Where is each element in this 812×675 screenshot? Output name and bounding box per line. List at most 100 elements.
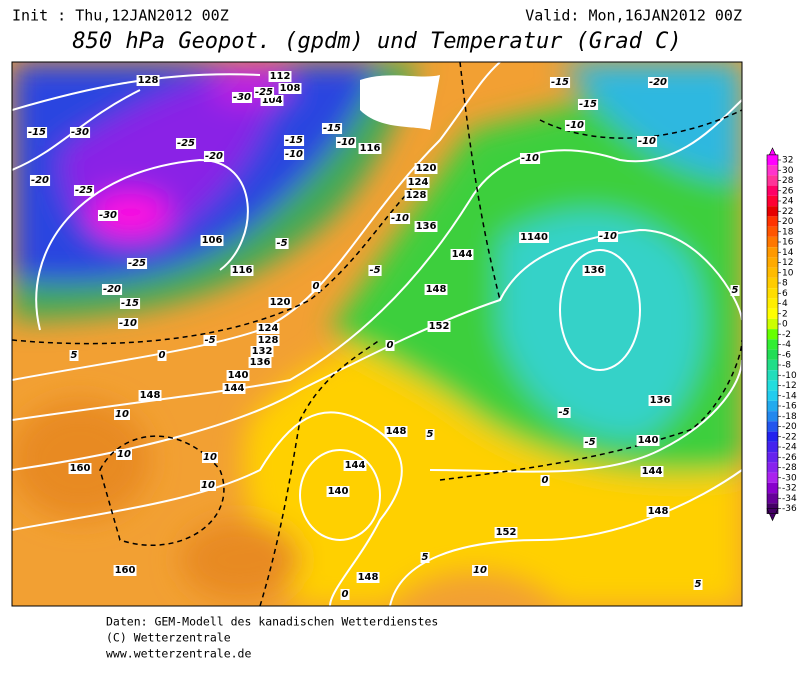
colorbar-label: -24 bbox=[782, 443, 797, 453]
label-background bbox=[200, 235, 224, 246]
colorbar-swatch bbox=[767, 359, 778, 371]
colorbar-swatch bbox=[767, 482, 778, 494]
colorbar-swatch bbox=[767, 175, 778, 186]
cyan-zone bbox=[500, 212, 704, 440]
temperature-label: 0 bbox=[542, 475, 549, 486]
geopotential-label: 116 bbox=[360, 143, 381, 154]
label-background bbox=[404, 190, 428, 201]
geopotential-label: 144 bbox=[345, 460, 366, 471]
colorbar-label: 26 bbox=[782, 186, 794, 196]
init-time: Init : Thu,12JAN2012 00Z bbox=[12, 7, 229, 25]
colorbar-label: 12 bbox=[782, 258, 793, 268]
temperature-label: -30 bbox=[99, 210, 117, 221]
colorbar-label: 18 bbox=[782, 227, 794, 237]
temperature-label: -10 bbox=[285, 149, 303, 160]
label-background bbox=[356, 572, 380, 583]
colorbar: 32302826242220181614121086420-2-4-6-8-10… bbox=[766, 147, 797, 522]
geopotential-label: 124 bbox=[408, 177, 429, 188]
label-background bbox=[126, 258, 148, 269]
yellow-zone bbox=[243, 330, 742, 606]
missing-data-area bbox=[360, 75, 440, 130]
colorbar-swatch bbox=[767, 267, 778, 278]
colorbar-label: -28 bbox=[782, 463, 797, 473]
geopotential-label: 140 bbox=[228, 370, 249, 381]
colorbar-label: 24 bbox=[782, 197, 794, 207]
colorbar-label: 0 bbox=[782, 320, 788, 330]
temperature-label: -15 bbox=[28, 127, 46, 138]
temperature-label: 5 bbox=[71, 350, 78, 361]
label-background bbox=[175, 138, 197, 149]
colorbar-swatch bbox=[767, 380, 778, 391]
map-labels: 128 1121081041161201241281361061161201241… bbox=[26, 71, 740, 600]
label-background bbox=[202, 452, 218, 463]
colorbar-label: -10 bbox=[782, 371, 797, 381]
label-background bbox=[117, 318, 139, 329]
label-background bbox=[138, 390, 162, 401]
temperature-label: -25 bbox=[177, 138, 195, 149]
magenta-core bbox=[90, 193, 170, 237]
geopotential-label: 106 bbox=[202, 235, 223, 246]
colorbar-swatch bbox=[767, 257, 778, 268]
label-background bbox=[230, 265, 254, 276]
label-background bbox=[648, 395, 672, 406]
colorbar-label: -30 bbox=[782, 473, 797, 483]
geopotential-label: 136 bbox=[650, 395, 671, 406]
temperature-label: -20 bbox=[103, 284, 121, 295]
geopotential-label: 112 bbox=[270, 71, 291, 82]
colorbar-label: -36 bbox=[782, 504, 797, 514]
label-background bbox=[414, 163, 438, 174]
label-background bbox=[283, 149, 305, 160]
label-background bbox=[340, 589, 350, 600]
label-background bbox=[583, 437, 597, 448]
label-background bbox=[268, 71, 292, 82]
geopotential-label: 116 bbox=[232, 265, 253, 276]
label-background bbox=[540, 475, 550, 486]
colorbar-swatch bbox=[767, 339, 778, 350]
colorbar-label: 10 bbox=[782, 268, 794, 278]
colorbar-swatch bbox=[767, 154, 778, 166]
geopotential-label: 144 bbox=[224, 383, 245, 394]
colorbar-label: 20 bbox=[782, 217, 794, 227]
label-background bbox=[231, 92, 253, 103]
colorbar-label: 28 bbox=[782, 176, 794, 186]
label-background bbox=[311, 281, 321, 292]
temperature-label: -10 bbox=[391, 213, 409, 224]
label-background bbox=[693, 579, 703, 590]
label-background bbox=[472, 565, 488, 576]
label-background bbox=[157, 350, 167, 361]
temperature-label: 10 bbox=[203, 452, 217, 463]
label-background bbox=[343, 460, 367, 471]
colorbar-label: -26 bbox=[782, 453, 797, 463]
temperature-label: -10 bbox=[638, 136, 656, 147]
colorbar-swatch bbox=[767, 472, 778, 483]
geopotential-label: 148 bbox=[386, 426, 407, 437]
map-field: 128 1121081041161201241281361061161201241… bbox=[12, 62, 742, 606]
temperature-label: 0 bbox=[313, 281, 320, 292]
label-background bbox=[646, 506, 670, 517]
colorbar-label: 16 bbox=[782, 238, 794, 248]
label-background bbox=[136, 75, 160, 86]
geopotential-label: 108 bbox=[280, 83, 301, 94]
geopotential-label: 132 bbox=[252, 346, 273, 357]
colorbar-label: -22 bbox=[782, 432, 797, 442]
map-frame bbox=[11, 61, 743, 607]
orange-core-south bbox=[180, 520, 300, 600]
label-background bbox=[385, 340, 395, 351]
colorbar-swatch bbox=[767, 411, 778, 422]
label-background bbox=[226, 370, 250, 381]
label-background bbox=[450, 249, 474, 260]
geopotential-label: 124 bbox=[258, 323, 279, 334]
temperature-label: 5 bbox=[422, 552, 429, 563]
geopotential-label: 160 bbox=[70, 463, 91, 474]
colorbar-swatch bbox=[767, 329, 778, 340]
geopotential-label: 1140 bbox=[520, 232, 548, 243]
temperature-label: -20 bbox=[205, 151, 223, 162]
label-background bbox=[577, 99, 599, 110]
label-background bbox=[114, 409, 130, 420]
colorbar-swatch bbox=[767, 349, 778, 360]
geopotential-label: 148 bbox=[140, 390, 161, 401]
temperature-label: 0 bbox=[342, 589, 349, 600]
temperature-label: -15 bbox=[579, 99, 597, 110]
temperature-label: 5 bbox=[695, 579, 702, 590]
